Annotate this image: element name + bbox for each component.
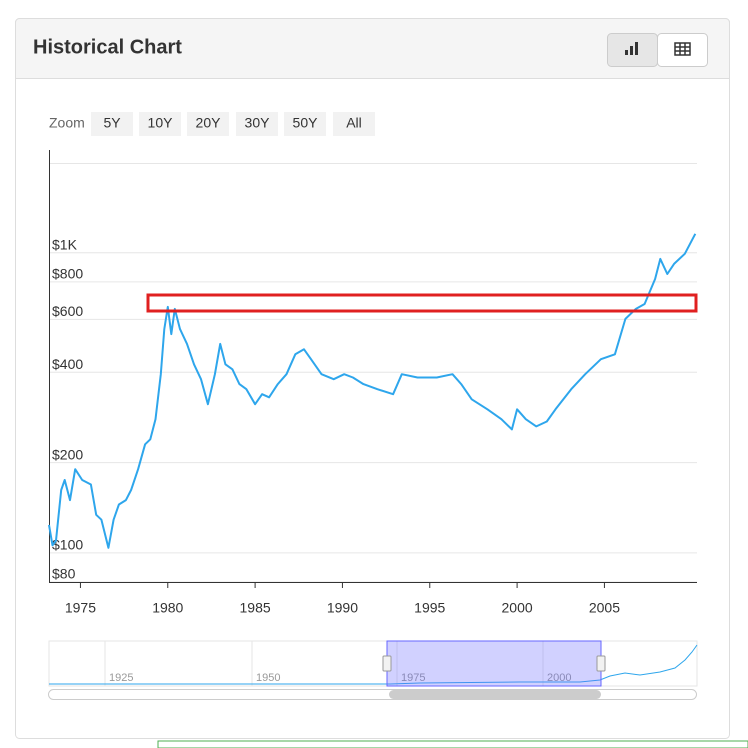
plot: $80 $100 $200 $400 $600 $800 $1K 1975 1980 1985 19… (48, 150, 697, 616)
x-tick-label: 2005 (589, 600, 620, 616)
navigator-label: 1925 (109, 672, 133, 684)
zoom-button-label: 50Y (293, 115, 319, 131)
next-section (157, 740, 748, 748)
zoom-button[interactable] (139, 112, 181, 136)
navigator-label: 1975 (401, 672, 425, 684)
navigator-frame (48, 640, 698, 687)
navigator-handle[interactable] (382, 655, 392, 672)
x-tick-label: 1995 (414, 600, 445, 616)
x-tick-label: 1985 (240, 600, 271, 616)
zoom-button[interactable] (187, 112, 229, 136)
y-tick-label: $100 (52, 537, 83, 553)
highlight-box (146, 293, 698, 313)
price-line (48, 233, 697, 549)
zoom-button[interactable] (333, 112, 375, 136)
navigator: 1925 1950 1975 2000 (48, 640, 698, 700)
y-tick-label: $1K (52, 236, 78, 252)
y-tick-label: $200 (52, 446, 83, 462)
scrollbar-thumb[interactable] (389, 690, 601, 699)
zoom-button-label: 5Y (103, 115, 121, 131)
zoom-button[interactable] (236, 112, 278, 136)
zoom-label: Zoom (49, 115, 85, 131)
y-tick-label: $800 (52, 266, 83, 282)
y-tick-label: $600 (52, 303, 83, 319)
zoom-buttons: 5Y 10Y 20Y 30Y 50Y All (91, 112, 375, 136)
navigator-selection[interactable] (386, 640, 602, 687)
x-tick-label: 1975 (65, 600, 96, 616)
panel-header (15, 18, 730, 79)
navigator-label: 1950 (256, 672, 280, 684)
y-tick-label: $400 (52, 356, 83, 372)
y-tick-label: $80 (52, 566, 76, 582)
navigator-line (49, 644, 698, 685)
navigator-handle[interactable] (596, 655, 606, 672)
x-tick-label: 1980 (152, 600, 183, 616)
table-icon (674, 42, 691, 56)
zoom-button-label: All (346, 115, 362, 131)
x-tick-label: 1990 (327, 600, 358, 616)
table-view-button[interactable] (657, 33, 708, 67)
zoom-button-label: 20Y (196, 115, 222, 131)
navigator-label: 2000 (547, 672, 571, 684)
bar-icon (625, 42, 638, 55)
zoom-button-label: 30Y (245, 115, 271, 131)
panel-title: Historical Chart (33, 36, 182, 58)
zoom-button[interactable] (284, 112, 326, 136)
zoom-button-label: 10Y (148, 115, 174, 131)
x-tick-label: 2000 (502, 600, 533, 616)
zoom-button[interactable] (91, 112, 133, 136)
